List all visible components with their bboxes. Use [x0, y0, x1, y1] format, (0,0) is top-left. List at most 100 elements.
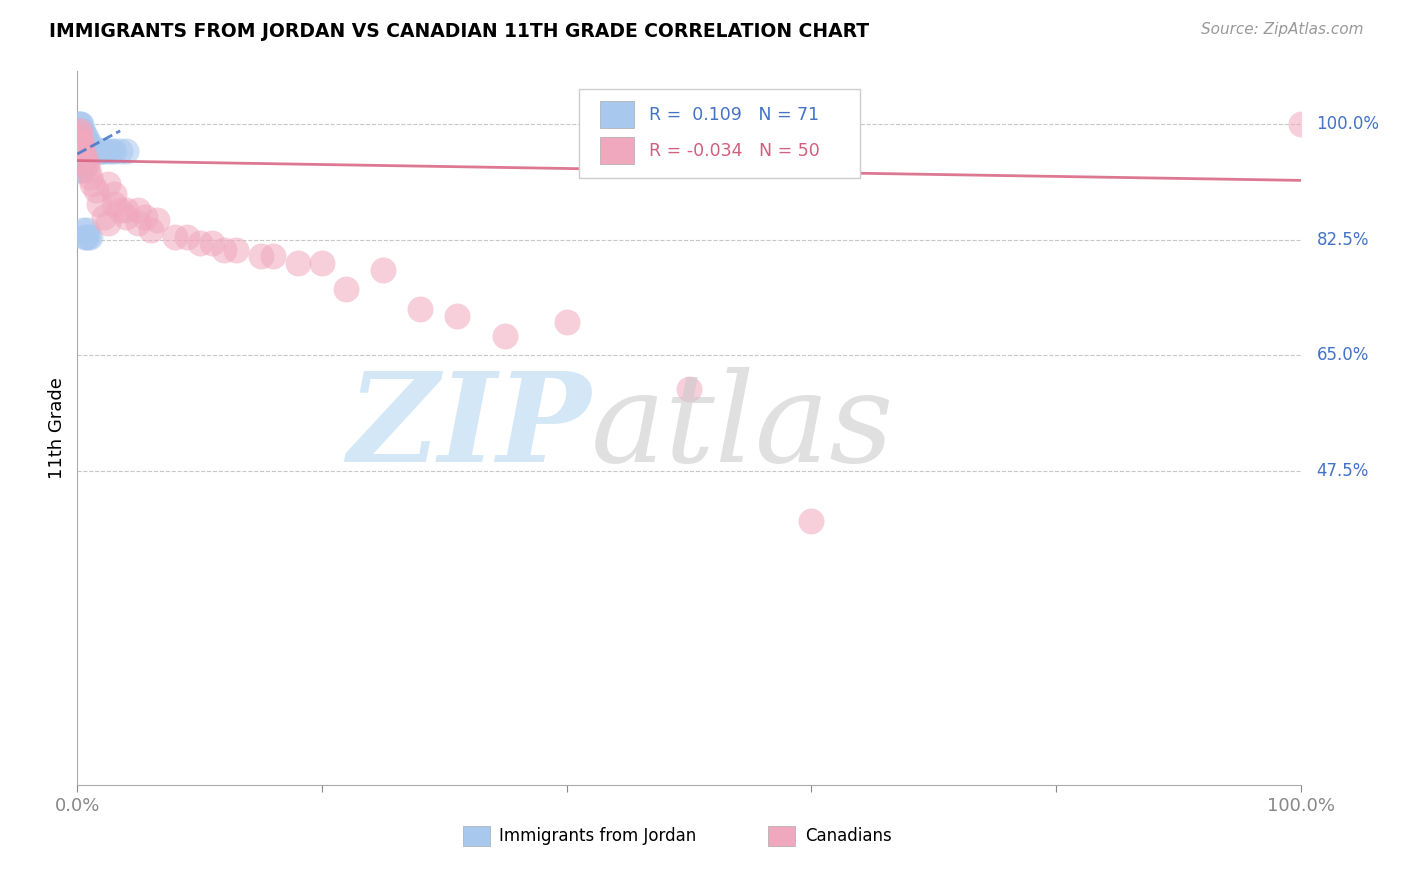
Point: [82, 144, 104, 158]
Text: R = -0.034   N = 50: R = -0.034 N = 50: [648, 142, 820, 160]
Point: [77, 229, 100, 244]
Point: [69, 130, 91, 145]
Point: [79, 136, 101, 151]
Point: [73, 144, 96, 158]
Point: [72, 124, 94, 138]
Point: [70, 144, 93, 158]
Point: [70, 130, 93, 145]
Point: [79, 144, 101, 158]
Point: [212, 243, 235, 257]
Point: [76, 150, 98, 164]
Point: [103, 144, 125, 158]
Point: [409, 302, 432, 317]
Point: [76, 157, 98, 171]
Point: [70, 130, 93, 145]
Point: [100, 144, 122, 158]
Point: [97, 177, 120, 191]
Point: [70, 163, 93, 178]
Text: Canadians: Canadians: [806, 827, 891, 845]
Text: 65.0%: 65.0%: [1316, 346, 1369, 365]
Point: [86, 144, 108, 158]
Point: [70, 144, 93, 158]
Point: [69, 157, 91, 171]
Point: [311, 256, 333, 270]
Point: [72, 130, 94, 145]
Point: [67, 136, 90, 151]
Point: [555, 315, 578, 329]
Point: [69, 163, 91, 178]
Text: 82.5%: 82.5%: [1316, 231, 1369, 249]
Point: [77, 136, 100, 151]
Point: [70, 136, 93, 151]
Point: [225, 243, 247, 257]
Bar: [599, 102, 634, 128]
Text: Immigrants from Jordan: Immigrants from Jordan: [499, 827, 696, 845]
Point: [335, 282, 357, 296]
Point: [69, 124, 91, 138]
Point: [134, 210, 156, 224]
Point: [108, 144, 131, 158]
Text: atlas: atlas: [591, 368, 894, 489]
Point: [70, 144, 93, 158]
Point: [70, 163, 93, 178]
Point: [165, 229, 187, 244]
Point: [146, 213, 169, 227]
Point: [76, 136, 98, 151]
Text: R =  0.109   N = 71: R = 0.109 N = 71: [648, 106, 818, 124]
Point: [80, 144, 103, 158]
Point: [75, 136, 97, 151]
Text: Source: ZipAtlas.com: Source: ZipAtlas.com: [1201, 22, 1364, 37]
Point: [188, 236, 211, 251]
Point: [83, 144, 105, 158]
Point: [72, 136, 94, 151]
Point: [75, 144, 97, 158]
Point: [287, 256, 309, 270]
Point: [67, 124, 90, 138]
Point: [201, 236, 224, 251]
Point: [115, 144, 138, 158]
Point: [90, 144, 112, 158]
Point: [73, 229, 96, 244]
Bar: [769, 826, 796, 846]
Point: [73, 150, 96, 164]
Point: [75, 157, 97, 171]
Point: [176, 229, 198, 244]
Point: [70, 136, 93, 151]
Point: [127, 203, 149, 218]
Point: [69, 130, 91, 145]
Point: [1289, 117, 1312, 131]
Point: [371, 262, 394, 277]
Point: [72, 223, 94, 237]
Point: [89, 196, 111, 211]
Point: [70, 136, 93, 151]
Point: [72, 150, 94, 164]
Point: [76, 144, 98, 158]
Point: [67, 130, 90, 145]
Point: [678, 382, 700, 396]
Point: [89, 144, 111, 158]
Point: [93, 210, 115, 224]
Point: [77, 163, 100, 178]
Text: IMMIGRANTS FROM JORDAN VS CANADIAN 11TH GRADE CORRELATION CHART: IMMIGRANTS FROM JORDAN VS CANADIAN 11TH …: [49, 22, 869, 41]
Bar: [463, 826, 489, 846]
Point: [250, 249, 273, 263]
Point: [75, 150, 97, 164]
Point: [84, 144, 107, 158]
Point: [79, 170, 101, 185]
Point: [108, 203, 131, 218]
Point: [103, 186, 125, 201]
Point: [77, 144, 100, 158]
Point: [70, 124, 93, 138]
Point: [70, 136, 93, 151]
Point: [97, 216, 120, 230]
Point: [69, 150, 91, 164]
Point: [79, 229, 101, 244]
Point: [72, 150, 94, 164]
Point: [73, 150, 96, 164]
Point: [69, 136, 91, 151]
Point: [93, 144, 115, 158]
Point: [70, 150, 93, 164]
Point: [80, 177, 103, 191]
Text: ZIP: ZIP: [347, 368, 591, 489]
Point: [70, 163, 93, 178]
